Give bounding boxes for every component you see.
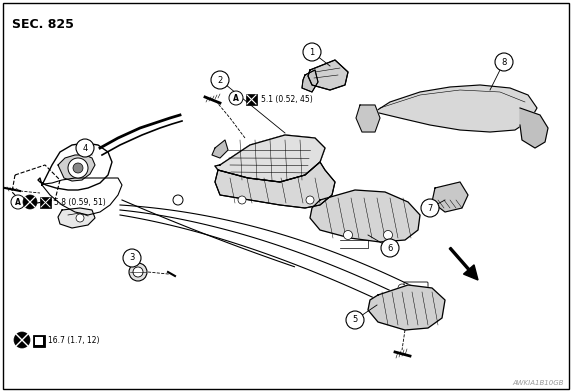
Text: 6: 6 bbox=[387, 243, 393, 252]
Circle shape bbox=[495, 53, 513, 71]
Text: 3: 3 bbox=[129, 254, 134, 263]
Text: 4: 4 bbox=[82, 143, 88, 152]
FancyBboxPatch shape bbox=[404, 282, 428, 294]
Circle shape bbox=[73, 163, 83, 173]
Text: 5.8 (0.59, 51): 5.8 (0.59, 51) bbox=[54, 198, 106, 207]
Circle shape bbox=[421, 199, 439, 217]
Text: A: A bbox=[233, 94, 239, 102]
Bar bbox=[33, 335, 45, 347]
Circle shape bbox=[229, 91, 243, 105]
Bar bbox=[35, 337, 43, 345]
Polygon shape bbox=[310, 190, 420, 242]
Circle shape bbox=[398, 299, 406, 307]
Circle shape bbox=[346, 311, 364, 329]
FancyBboxPatch shape bbox=[404, 297, 428, 309]
Circle shape bbox=[211, 71, 229, 89]
Text: A: A bbox=[15, 198, 21, 207]
Circle shape bbox=[129, 263, 147, 281]
Circle shape bbox=[381, 239, 399, 257]
Polygon shape bbox=[212, 140, 228, 158]
Circle shape bbox=[173, 195, 183, 205]
Circle shape bbox=[11, 195, 25, 209]
Text: SEC. 825: SEC. 825 bbox=[12, 18, 74, 31]
Circle shape bbox=[76, 139, 94, 157]
Circle shape bbox=[238, 196, 246, 204]
Polygon shape bbox=[215, 162, 335, 208]
Circle shape bbox=[123, 249, 141, 267]
Polygon shape bbox=[58, 208, 95, 228]
Text: 7: 7 bbox=[427, 203, 432, 212]
Text: 8: 8 bbox=[501, 58, 507, 67]
Circle shape bbox=[383, 230, 392, 240]
Text: 5: 5 bbox=[352, 316, 358, 325]
Circle shape bbox=[76, 214, 84, 222]
Polygon shape bbox=[368, 285, 445, 330]
Circle shape bbox=[344, 230, 352, 240]
Text: AWKIA1B10GB: AWKIA1B10GB bbox=[513, 380, 564, 386]
Polygon shape bbox=[356, 105, 380, 132]
Circle shape bbox=[14, 332, 30, 348]
Polygon shape bbox=[215, 135, 325, 182]
Text: 5.1 (0.52, 45): 5.1 (0.52, 45) bbox=[261, 94, 313, 103]
Text: 2: 2 bbox=[217, 76, 223, 85]
Text: 1: 1 bbox=[309, 47, 315, 56]
Circle shape bbox=[398, 314, 406, 322]
Circle shape bbox=[23, 195, 37, 209]
Bar bbox=[246, 94, 257, 105]
Polygon shape bbox=[365, 85, 537, 132]
Polygon shape bbox=[308, 60, 348, 90]
Circle shape bbox=[133, 267, 143, 277]
FancyBboxPatch shape bbox=[404, 312, 428, 324]
FancyArrow shape bbox=[449, 247, 478, 280]
Polygon shape bbox=[432, 182, 468, 212]
Text: 16.7 (1.7, 12): 16.7 (1.7, 12) bbox=[48, 336, 100, 345]
Circle shape bbox=[398, 284, 406, 292]
Polygon shape bbox=[58, 155, 95, 181]
Polygon shape bbox=[520, 108, 548, 148]
Bar bbox=[40, 197, 51, 208]
Circle shape bbox=[68, 158, 88, 178]
Circle shape bbox=[303, 43, 321, 61]
Polygon shape bbox=[302, 70, 318, 92]
Circle shape bbox=[306, 196, 314, 204]
